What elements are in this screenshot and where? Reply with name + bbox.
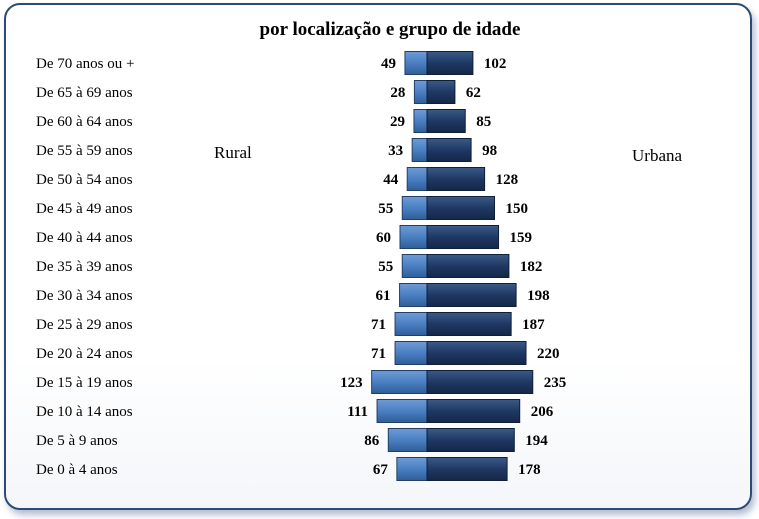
category-label: De 5 à 9 anos	[36, 433, 118, 449]
category-label: De 35 à 39 anos	[36, 259, 133, 275]
bar-urbana	[426, 167, 486, 191]
bar-urbana	[426, 51, 474, 75]
bar-rural	[396, 457, 428, 481]
bar-rural	[401, 196, 428, 220]
bar-rural	[399, 283, 428, 307]
bar-urbana	[426, 399, 521, 423]
value-label-rural: 28	[390, 85, 405, 101]
category-label: De 0 à 4 anos	[36, 462, 118, 478]
category-label: De 25 à 29 anos	[36, 317, 133, 333]
bar-urbana	[426, 457, 508, 481]
value-label-rural: 61	[376, 288, 391, 304]
category-label: De 50 à 54 anos	[36, 172, 133, 188]
value-label-rural: 49	[381, 56, 396, 72]
bar-rural	[401, 254, 428, 278]
bar-rural	[371, 370, 428, 394]
value-label-rural: 33	[388, 143, 403, 159]
category-label: De 65 à 69 anos	[36, 85, 133, 101]
category-label: De 10 à 14 anos	[36, 404, 133, 420]
bar-urbana	[426, 312, 512, 336]
value-label-urbana: 159	[510, 230, 533, 246]
value-label-rural: 86	[364, 433, 380, 449]
category-label: De 20 à 24 anos	[36, 346, 133, 362]
bar-urbana	[426, 428, 515, 452]
bar-urbana	[426, 254, 510, 278]
category-label: De 45 à 49 anos	[36, 201, 133, 217]
category-label: De 60 à 64 anos	[36, 114, 133, 130]
bar-rural	[413, 109, 428, 133]
value-label-rural: 60	[376, 230, 391, 246]
value-label-urbana: 178	[518, 462, 541, 478]
bar-urbana	[426, 225, 500, 249]
category-label: De 15 à 19 anos	[36, 375, 133, 391]
value-label-urbana: 220	[537, 346, 560, 362]
chart-title: por localização e grupo de idade	[260, 19, 521, 40]
value-label-urbana: 98	[482, 143, 497, 159]
category-label: De 40 à 44 anos	[36, 230, 133, 246]
value-label-urbana: 150	[506, 201, 529, 217]
bar-urbana	[426, 80, 456, 104]
value-label-rural: 29	[390, 114, 405, 130]
bar-urbana	[426, 196, 495, 220]
category-label: De 55 à 59 anos	[36, 143, 133, 159]
bar-urbana	[426, 370, 534, 394]
value-label-urbana: 182	[520, 259, 543, 275]
value-label-urbana: 198	[527, 288, 550, 304]
value-label-urbana: 194	[525, 433, 548, 449]
bar-rural	[394, 341, 428, 365]
value-label-rural: 71	[371, 317, 386, 333]
value-label-rural: 44	[383, 172, 399, 188]
value-label-urbana: 235	[544, 375, 567, 391]
value-label-rural: 55	[378, 201, 393, 217]
bar-rural	[411, 138, 428, 162]
bar-rural	[376, 399, 428, 423]
bar-rural	[399, 225, 428, 249]
bar-rural	[404, 51, 428, 75]
value-label-urbana: 128	[496, 172, 518, 188]
value-label-rural: 67	[373, 462, 389, 478]
value-label-rural: 111	[347, 404, 368, 420]
bar-rural	[406, 167, 428, 191]
value-label-rural: 123	[340, 375, 363, 391]
bar-urbana	[426, 138, 472, 162]
value-label-rural: 55	[378, 259, 393, 275]
bar-rural	[413, 80, 428, 104]
bar-urbana	[426, 109, 466, 133]
value-label-urbana: 206	[531, 404, 554, 420]
series-label-rural: Rural	[214, 143, 252, 162]
value-label-urbana: 85	[476, 114, 491, 130]
series-label-urbana: Urbana	[632, 146, 682, 165]
bar-rural	[387, 428, 428, 452]
bar-urbana	[426, 341, 527, 365]
value-label-urbana: 187	[522, 317, 545, 333]
value-label-rural: 71	[371, 346, 386, 362]
bar-rural	[394, 312, 428, 336]
chart-frame	[4, 3, 752, 510]
value-label-urbana: 102	[484, 56, 507, 72]
bar-urbana	[426, 283, 517, 307]
value-label-urbana: 62	[466, 85, 481, 101]
category-label: De 70 anos ou +	[36, 56, 134, 72]
category-label: De 30 à 34 anos	[36, 288, 133, 304]
